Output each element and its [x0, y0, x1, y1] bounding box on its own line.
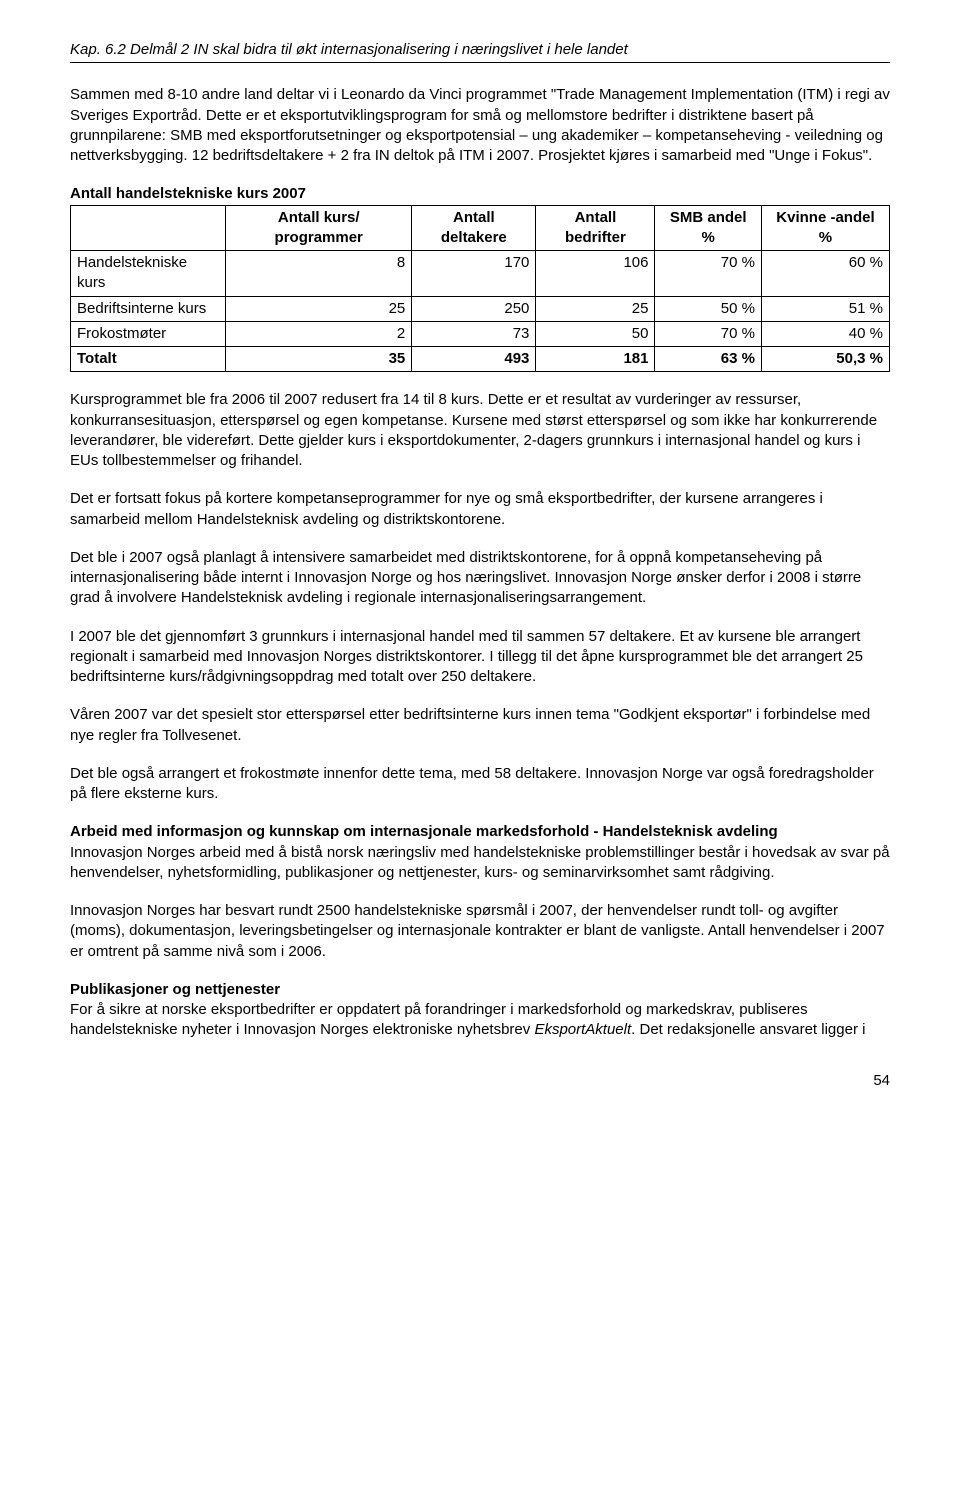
paragraph: Det ble i 2007 også planlagt å intensive…: [70, 548, 890, 609]
table-row: Frokostmøter 2 73 50 70 % 40 %: [71, 321, 890, 346]
col-women: Kvinne -andel %: [761, 205, 889, 251]
cell: 25: [226, 296, 412, 321]
col-participants: Antall deltakere: [412, 205, 536, 251]
cell: 8: [226, 251, 412, 297]
table-title: Antall handelstekniske kurs 2007: [70, 184, 890, 204]
subheading: Arbeid med informasjon og kunnskap om in…: [70, 823, 778, 840]
cell: 35: [226, 347, 412, 372]
cell: Frokostmøter: [71, 321, 226, 346]
cell: Bedriftsinterne kurs: [71, 296, 226, 321]
cell: Totalt: [71, 347, 226, 372]
cell: 60 %: [761, 251, 889, 297]
paragraph: Innovasjon Norges har besvart rundt 2500…: [70, 901, 890, 962]
paragraph: I 2007 ble det gjennomført 3 grunnkurs i…: [70, 627, 890, 688]
paragraph: Innovasjon Norges arbeid med å bistå nor…: [70, 844, 890, 881]
cell: 181: [536, 347, 655, 372]
table-row: Handelstekniske kurs 8 170 106 70 % 60 %: [71, 251, 890, 297]
paragraph: Det er fortsatt fokus på kortere kompeta…: [70, 489, 890, 530]
cell: 106: [536, 251, 655, 297]
paragraph: Sammen med 8-10 andre land deltar vi i L…: [70, 85, 890, 166]
cell: 40 %: [761, 321, 889, 346]
table-row: Bedriftsinterne kurs 25 250 25 50 % 51 %: [71, 296, 890, 321]
table-row-total: Totalt 35 493 181 63 % 50,3 %: [71, 347, 890, 372]
paragraph: Våren 2007 var det spesielt stor ettersp…: [70, 705, 890, 746]
divider: [70, 62, 890, 63]
cell: 70 %: [655, 251, 761, 297]
cell: 50: [536, 321, 655, 346]
cell: 25: [536, 296, 655, 321]
cell: 493: [412, 347, 536, 372]
cell: 70 %: [655, 321, 761, 346]
cell: 250: [412, 296, 536, 321]
cell: 51 %: [761, 296, 889, 321]
paragraph: Det ble også arrangert et frokostmøte in…: [70, 764, 890, 805]
cell: Handelstekniske kurs: [71, 251, 226, 297]
col-companies: Antall bedrifter: [536, 205, 655, 251]
cell: 73: [412, 321, 536, 346]
cell: 63 %: [655, 347, 761, 372]
page-number: 54: [70, 1071, 890, 1091]
paragraph-part: . Det redaksjonelle ansvaret ligger i: [631, 1021, 865, 1038]
cell: 2: [226, 321, 412, 346]
publication-name: EksportAktuelt: [534, 1021, 631, 1038]
col-smb: SMB andel %: [655, 205, 761, 251]
chapter-header: Kap. 6.2 Delmål 2 IN skal bidra til økt …: [70, 40, 890, 60]
courses-table: Antall kurs/ programmer Antall deltakere…: [70, 205, 890, 373]
paragraph: Kursprogrammet ble fra 2006 til 2007 red…: [70, 390, 890, 471]
cell: 50,3 %: [761, 347, 889, 372]
col-blank: [71, 205, 226, 251]
cell: 50 %: [655, 296, 761, 321]
col-courses: Antall kurs/ programmer: [226, 205, 412, 251]
cell: 170: [412, 251, 536, 297]
subheading: Publikasjoner og nettjenester: [70, 981, 280, 998]
